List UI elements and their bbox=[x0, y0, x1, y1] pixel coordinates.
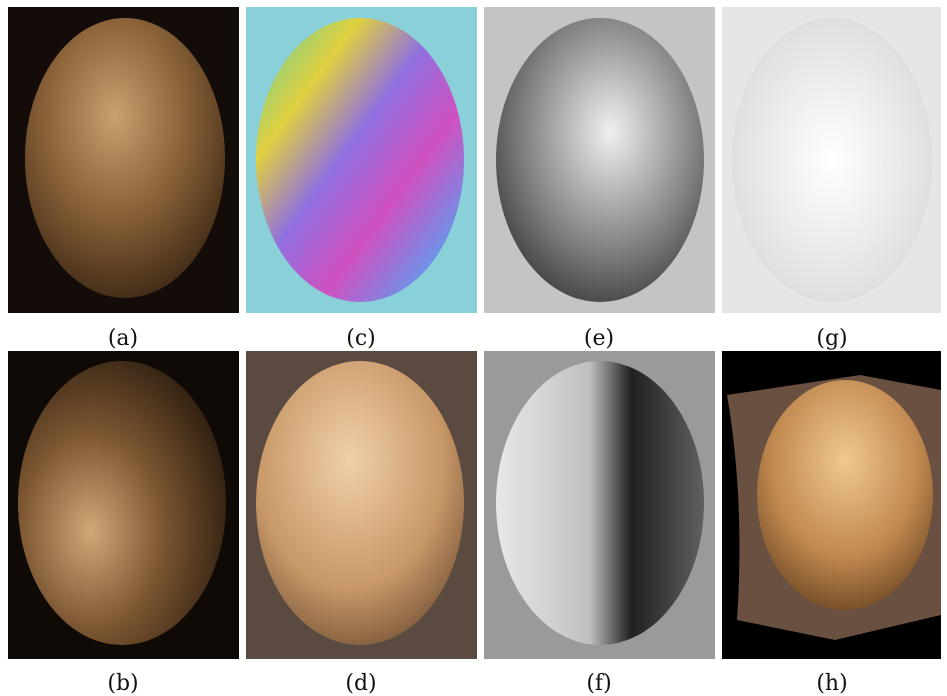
caption: (a) bbox=[108, 326, 138, 351]
caption: (c) bbox=[346, 326, 376, 351]
hair bbox=[256, 18, 464, 302]
figure: (a) (c) (e) (g) (b) (d) (f) (h) bbox=[0, 0, 947, 696]
caption: (d) bbox=[345, 671, 376, 696]
caption: (b) bbox=[107, 671, 138, 696]
caption: (g) bbox=[816, 326, 847, 351]
hair bbox=[757, 380, 933, 610]
hair bbox=[732, 18, 932, 302]
caption: (h) bbox=[816, 671, 847, 696]
caption: (e) bbox=[584, 326, 614, 351]
hair bbox=[496, 18, 704, 302]
hair bbox=[25, 18, 225, 298]
hair bbox=[256, 361, 464, 645]
page: (a) (c) (e) (g) (b) (d) (f) (h) (() => {… bbox=[0, 0, 947, 696]
hair bbox=[496, 361, 704, 645]
hair bbox=[18, 361, 226, 645]
caption: (f) bbox=[586, 671, 611, 696]
